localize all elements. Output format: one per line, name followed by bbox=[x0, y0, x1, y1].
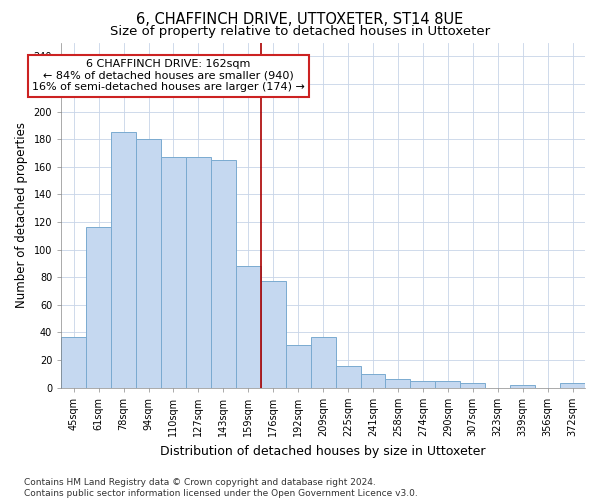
Bar bbox=[410, 380, 436, 388]
Bar bbox=[385, 380, 410, 388]
Bar bbox=[61, 336, 86, 388]
Bar bbox=[186, 157, 211, 388]
Bar bbox=[510, 385, 535, 388]
Bar bbox=[136, 139, 161, 388]
Bar bbox=[236, 266, 261, 388]
Text: Size of property relative to detached houses in Uttoxeter: Size of property relative to detached ho… bbox=[110, 25, 490, 38]
Bar bbox=[111, 132, 136, 388]
Bar bbox=[436, 380, 460, 388]
Bar bbox=[560, 384, 585, 388]
Bar bbox=[361, 374, 385, 388]
Bar bbox=[286, 345, 311, 388]
Text: 6 CHAFFINCH DRIVE: 162sqm
← 84% of detached houses are smaller (940)
16% of semi: 6 CHAFFINCH DRIVE: 162sqm ← 84% of detac… bbox=[32, 59, 305, 92]
Bar bbox=[86, 228, 111, 388]
Y-axis label: Number of detached properties: Number of detached properties bbox=[15, 122, 28, 308]
Bar bbox=[211, 160, 236, 388]
Bar bbox=[261, 282, 286, 388]
Text: Contains HM Land Registry data © Crown copyright and database right 2024.
Contai: Contains HM Land Registry data © Crown c… bbox=[24, 478, 418, 498]
Bar bbox=[335, 366, 361, 388]
Bar bbox=[460, 384, 485, 388]
X-axis label: Distribution of detached houses by size in Uttoxeter: Distribution of detached houses by size … bbox=[160, 444, 486, 458]
Bar bbox=[161, 157, 186, 388]
Bar bbox=[311, 336, 335, 388]
Text: 6, CHAFFINCH DRIVE, UTTOXETER, ST14 8UE: 6, CHAFFINCH DRIVE, UTTOXETER, ST14 8UE bbox=[136, 12, 464, 28]
